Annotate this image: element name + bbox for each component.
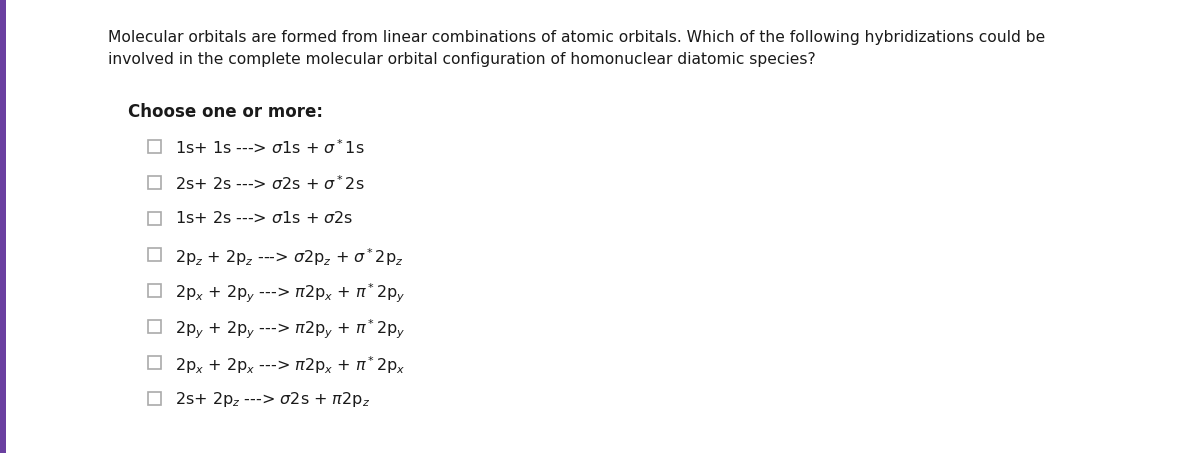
Text: Choose one or more:: Choose one or more: (128, 103, 323, 121)
FancyBboxPatch shape (148, 284, 161, 297)
FancyBboxPatch shape (148, 320, 161, 333)
Text: Molecular orbitals are formed from linear combinations of atomic orbitals. Which: Molecular orbitals are formed from linea… (108, 30, 1045, 45)
Text: 2p$_x$ + 2p$_x$ ---> $\pi$2p$_x$ + $\pi^*$2p$_x$: 2p$_x$ + 2p$_x$ ---> $\pi$2p$_x$ + $\pi^… (175, 354, 406, 376)
FancyBboxPatch shape (148, 176, 161, 189)
FancyBboxPatch shape (148, 392, 161, 405)
FancyBboxPatch shape (148, 212, 161, 225)
Bar (0, 0, 6, 453)
Text: 1s+ 2s ---> $\sigma$1s + $\sigma$2s: 1s+ 2s ---> $\sigma$1s + $\sigma$2s (175, 210, 354, 226)
FancyBboxPatch shape (148, 248, 161, 261)
Text: 2p$_x$ + 2p$_y$ ---> $\pi$2p$_x$ + $\pi^*$2p$_y$: 2p$_x$ + 2p$_y$ ---> $\pi$2p$_x$ + $\pi^… (175, 282, 406, 305)
Text: 1s+ 1s ---> $\sigma$1s + $\sigma^*$1s: 1s+ 1s ---> $\sigma$1s + $\sigma^*$1s (175, 138, 365, 157)
Text: 2s+ 2p$_z$ ---> $\sigma$2s + $\pi$2p$_z$: 2s+ 2p$_z$ ---> $\sigma$2s + $\pi$2p$_z$ (175, 390, 370, 409)
Text: 2p$_y$ + 2p$_y$ ---> $\pi$2p$_y$ + $\pi^*$2p$_y$: 2p$_y$ + 2p$_y$ ---> $\pi$2p$_y$ + $\pi^… (175, 318, 406, 341)
Text: 2p$_z$ + 2p$_z$ ---> $\sigma$2p$_z$ + $\sigma^*$2p$_z$: 2p$_z$ + 2p$_z$ ---> $\sigma$2p$_z$ + $\… (175, 246, 403, 268)
Text: 2s+ 2s ---> $\sigma$2s + $\sigma^*$2s: 2s+ 2s ---> $\sigma$2s + $\sigma^*$2s (175, 174, 365, 193)
FancyBboxPatch shape (148, 140, 161, 153)
FancyBboxPatch shape (148, 356, 161, 369)
Text: involved in the complete molecular orbital configuration of homonuclear diatomic: involved in the complete molecular orbit… (108, 52, 816, 67)
